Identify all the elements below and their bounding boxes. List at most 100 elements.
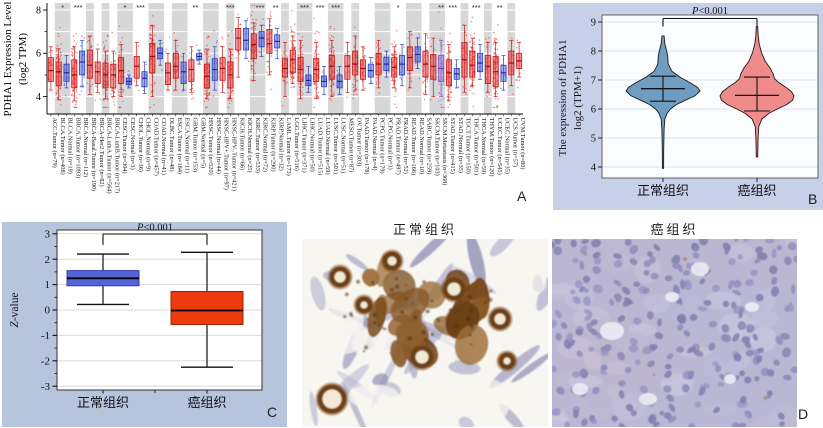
svg-text:7: 7 <box>591 75 596 86</box>
svg-text:癌组织: 癌组织 <box>737 183 776 198</box>
zvalue-box-chart: 3 2 1 0 -1 -2 -3 Z-value 正常组织 癌组织 P<0.001 <box>9 223 263 410</box>
svg-text:ESCA.Normal (n=11): ESCA.Normal (n=11) <box>184 118 191 173</box>
svg-text:4: 4 <box>36 92 41 103</box>
svg-text:***: *** <box>331 3 340 12</box>
svg-text:-2: -2 <box>41 355 50 367</box>
svg-text:PAAD.Tumor (n=178): PAAD.Tumor (n=178) <box>363 118 370 175</box>
svg-text:PCPG.Tumor (n=179): PCPG.Tumor (n=179) <box>379 118 386 174</box>
svg-text:PRAD.Tumor (n=497): PRAD.Tumor (n=497) <box>394 118 401 175</box>
svg-text:LAML.Tumor (n=173): LAML.Tumor (n=173) <box>285 118 292 176</box>
svg-text:-1: -1 <box>41 330 50 342</box>
svg-text:BRCA-LumA.Tumor (n=564): BRCA-LumA.Tumor (n=564) <box>106 118 113 194</box>
violin-expression-chart: 9 8 7 6 5 4 The expression of PDHA1 log2 (TPM+1… <box>557 6 819 198</box>
svg-text:CHOL.Normal (n=9): CHOL.Normal (n=9) <box>145 118 152 172</box>
ihc-normal-tissue-micrograph <box>302 239 548 427</box>
svg-text:(log2 TPM): (log2 TPM) <box>17 33 29 85</box>
ihc-normal-tissue-title: 正常组织 <box>392 222 457 237</box>
svg-text:***: *** <box>74 3 83 12</box>
svg-text:*: * <box>397 3 400 12</box>
svg-text:THCA.Normal (n=59): THCA.Normal (n=59) <box>480 118 487 175</box>
svg-text:ESCA.Tumor (n=184): ESCA.Tumor (n=184) <box>176 118 183 175</box>
svg-text:**: ** <box>438 3 444 12</box>
svg-text:GBM.Normal (n=5): GBM.Normal (n=5) <box>199 118 206 169</box>
svg-text:THYM.Tumor (n=120): THYM.Tumor (n=120) <box>488 118 495 177</box>
svg-text:***: *** <box>472 3 481 12</box>
svg-text:4: 4 <box>591 162 597 173</box>
svg-text:P<0.001: P<0.001 <box>691 6 728 17</box>
svg-text:BRCA-Basal.Tumor (n=190): BRCA-Basal.Tumor (n=190) <box>90 118 97 192</box>
svg-text:***: *** <box>136 3 145 12</box>
svg-text:PAAD.Normal (n=4): PAAD.Normal (n=4) <box>371 118 378 171</box>
svg-text:KICH.Tumor (n=66): KICH.Tumor (n=66) <box>238 118 245 171</box>
svg-text:***: *** <box>226 3 235 12</box>
svg-text:8: 8 <box>591 46 596 57</box>
svg-text:CHOL.Tumor (n=36): CHOL.Tumor (n=36) <box>137 118 144 172</box>
panel-c-letter: C <box>267 404 278 420</box>
svg-text:READ.Tumor (n=166): READ.Tumor (n=166) <box>410 118 417 176</box>
svg-text:**: ** <box>497 3 503 12</box>
svg-text:*: * <box>124 3 127 12</box>
svg-text:DLBC.Tumor (n=48): DLBC.Tumor (n=48) <box>168 118 175 172</box>
svg-text:TGCT.Tumor (n=150): TGCT.Tumor (n=150) <box>465 118 472 174</box>
svg-text:OV.Tumor (n=303): OV.Tumor (n=303) <box>355 118 362 167</box>
svg-text:HNSC-HPV-.Tumor (n=421): HNSC-HPV-.Tumor (n=421) <box>231 118 238 191</box>
svg-text:LUSC.Tumor (n=501): LUSC.Tumor (n=501) <box>332 118 339 175</box>
svg-text:STAD.Tumor (n=415): STAD.Tumor (n=415) <box>449 118 456 174</box>
svg-text:THCA.Tumor (n=501): THCA.Tumor (n=501) <box>472 118 479 176</box>
svg-text:P<0.001: P<0.001 <box>136 223 173 234</box>
svg-text:KIRC.Tumor (n=533): KIRC.Tumor (n=533) <box>254 118 261 173</box>
svg-text:UCEC.Normal (n=35): UCEC.Normal (n=35) <box>504 118 511 174</box>
panel-a-pancancer-boxplot: 4 6 8 PDHA1 Expression Level (log2 TPM) ACC.T… <box>0 0 535 214</box>
svg-text:BLCA.Tumor (n=408): BLCA.Tumor (n=408) <box>59 118 66 175</box>
svg-text:LIHC.Tumor (n=371): LIHC.Tumor (n=371) <box>301 118 308 173</box>
svg-text:BRCA-LumB.Tumor (n=217): BRCA-LumB.Tumor (n=217) <box>113 118 120 194</box>
ihc-image-cancer-tissue <box>552 239 797 427</box>
svg-text:MESO.Tumor (n=87): MESO.Tumor (n=87) <box>348 118 355 173</box>
svg-text:-3: -3 <box>41 381 51 393</box>
svg-text:BRCA.Tumor (n=1093): BRCA.Tumor (n=1093) <box>74 118 81 179</box>
svg-text:PCPG.Normal (n=3): PCPG.Normal (n=3) <box>387 118 394 170</box>
svg-text:**: ** <box>192 3 198 12</box>
svg-text:HNSC.Normal (n=44): HNSC.Normal (n=44) <box>215 118 222 174</box>
svg-text:LGG.Tumor (n=516): LGG.Tumor (n=516) <box>293 118 300 171</box>
svg-text:UCEC.Tumor (n=545): UCEC.Tumor (n=545) <box>496 118 503 175</box>
svg-text:COAD.Tumor (n=457): COAD.Tumor (n=457) <box>152 118 159 176</box>
svg-text:SARC.Tumor (n=259): SARC.Tumor (n=259) <box>426 118 433 175</box>
svg-text:GBM.Tumor (n=153): GBM.Tumor (n=153) <box>192 118 199 173</box>
ihc-cancer-tissue-title: 癌组织 <box>650 222 699 237</box>
svg-text:HNSC-HPV+.Tumor (n=97): HNSC-HPV+.Tumor (n=97) <box>223 118 230 190</box>
svg-text:6: 6 <box>36 49 41 60</box>
svg-text:2: 2 <box>45 254 51 266</box>
panel-a-letter: A <box>517 188 527 204</box>
svg-text:***: *** <box>448 3 457 12</box>
svg-text:LUAD.Normal (n=59): LUAD.Normal (n=59) <box>324 118 331 175</box>
panel-b-violin-plot: 9 8 7 6 5 4 The expression of PDHA1 log2 (TPM+1… <box>553 3 823 210</box>
svg-text:UVM.Tumor (n=80): UVM.Tumor (n=80) <box>519 118 526 170</box>
svg-text:LUSC.Normal (n=51): LUSC.Normal (n=51) <box>340 118 347 174</box>
panel-c-zvalue-boxplot: 3 2 1 0 -1 -2 -3 Z-value 正常组织 癌组织 P<0.001 <box>2 222 287 427</box>
svg-text:ACC.Tumor (n=79): ACC.Tumor (n=79) <box>51 118 58 168</box>
panel-b-letter: B <box>808 191 818 207</box>
svg-text:KIRC.Normal (n=72): KIRC.Normal (n=72) <box>262 118 269 173</box>
panel-d-letter: D <box>798 406 809 422</box>
svg-text:READ.Normal (n=10): READ.Normal (n=10) <box>418 118 425 175</box>
svg-text:PRAD.Normal (n=52): PRAD.Normal (n=52) <box>402 118 409 174</box>
svg-text:BRCA-Her2.Tumor (n=82): BRCA-Her2.Tumor (n=82) <box>98 118 105 187</box>
svg-text:***: *** <box>300 3 309 12</box>
svg-text:***: *** <box>316 3 325 12</box>
svg-text:UCS.Tumor (n=57): UCS.Tumor (n=57) <box>511 118 518 168</box>
svg-text:癌组织: 癌组织 <box>187 395 226 410</box>
svg-text:BRCA.Normal (n=112): BRCA.Normal (n=112) <box>82 118 89 178</box>
svg-text:SKCM.Tumor (n=103): SKCM.Tumor (n=103) <box>433 118 440 176</box>
svg-text:CESC.Tumor (n=304): CESC.Tumor (n=304) <box>121 118 128 174</box>
ihc-cancer-tissue-micrograph <box>552 239 797 427</box>
svg-text:KIRP.Normal (n=32): KIRP.Normal (n=32) <box>277 118 284 171</box>
svg-text:正常组织: 正常组织 <box>77 395 129 410</box>
svg-text:5: 5 <box>591 133 596 144</box>
svg-text:***: *** <box>256 3 265 12</box>
svg-text:CESC.Normal (n=3): CESC.Normal (n=3) <box>129 118 136 170</box>
svg-text:正常组织: 正常组织 <box>637 183 689 198</box>
svg-text:COAD.Normal (n=41): COAD.Normal (n=41) <box>160 118 167 175</box>
svg-text:KICH.Normal (n=25): KICH.Normal (n=25) <box>246 118 253 173</box>
